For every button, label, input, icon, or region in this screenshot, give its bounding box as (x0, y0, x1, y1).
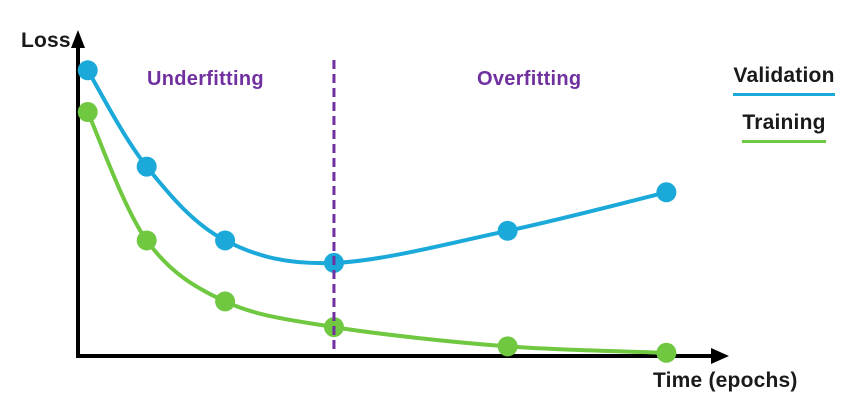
legend-item-training: Training (742, 111, 826, 143)
training-data-point (497, 336, 518, 357)
validation-data-point (77, 60, 98, 81)
legend-label-training: Training (742, 111, 826, 143)
series-layer (77, 60, 677, 363)
overfitting-region-label: Overfitting (477, 68, 582, 90)
validation-data-point (215, 230, 236, 251)
y-axis-arrowhead-icon (71, 30, 85, 48)
training-data-point (656, 342, 677, 363)
training-data-point (215, 291, 236, 312)
validation-data-point (136, 156, 157, 177)
validation-data-point (656, 182, 677, 203)
training-curve (85, 110, 669, 355)
validation-data-point (497, 220, 518, 241)
legend: Validation Training (726, 64, 842, 158)
legend-item-validation: Validation (733, 64, 835, 96)
legend-label-validation: Validation (733, 64, 835, 96)
training-data-point (77, 102, 98, 123)
x-axis-title: Time (epochs) (653, 369, 798, 392)
x-axis-arrowhead-icon (711, 348, 729, 364)
training-data-point (136, 230, 157, 251)
y-axis-title: Loss (21, 29, 71, 52)
validation-curve (85, 68, 669, 266)
underfitting-region-label: Underfitting (147, 68, 264, 90)
